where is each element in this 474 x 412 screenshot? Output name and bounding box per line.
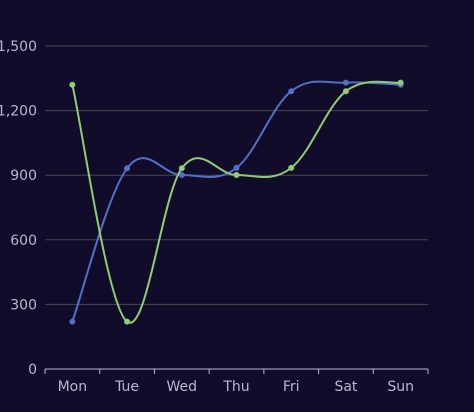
y-tick-label: 0 bbox=[28, 362, 37, 378]
x-tick-label: Sun bbox=[387, 379, 414, 395]
x-axis: Mon Tue Wed Thu Fri Sat Sun bbox=[44, 368, 429, 395]
y-tick-label: 1,500 bbox=[0, 39, 37, 55]
data-point[interactable] bbox=[124, 165, 131, 172]
x-tick-label: Thu bbox=[222, 379, 249, 395]
x-tick-label: Tue bbox=[114, 379, 139, 395]
series-lines bbox=[69, 79, 404, 325]
data-point[interactable] bbox=[342, 88, 349, 95]
y-tick-label: 1,200 bbox=[0, 104, 37, 120]
y-axis: 0 300 600 900 1,200 1,500 bbox=[0, 39, 37, 378]
data-point[interactable] bbox=[178, 165, 185, 172]
x-tick-label: Sat bbox=[334, 379, 357, 395]
data-point[interactable] bbox=[397, 79, 404, 86]
data-point[interactable] bbox=[124, 318, 131, 325]
data-point[interactable] bbox=[288, 164, 295, 171]
y-tick-label: 600 bbox=[10, 233, 37, 249]
x-tick-label: Mon bbox=[58, 379, 88, 395]
y-tick-label: 900 bbox=[10, 168, 37, 184]
x-tick-label: Fri bbox=[283, 379, 300, 395]
data-point[interactable] bbox=[69, 81, 76, 88]
y-tick-label: 300 bbox=[10, 297, 37, 313]
data-point[interactable] bbox=[288, 88, 295, 95]
data-point[interactable] bbox=[69, 318, 76, 325]
data-point[interactable] bbox=[342, 79, 349, 86]
data-point[interactable] bbox=[178, 171, 185, 178]
series-line-1 bbox=[71, 80, 401, 322]
x-tick-label: Wed bbox=[167, 379, 198, 395]
series-line-2 bbox=[71, 80, 401, 324]
data-point[interactable] bbox=[233, 164, 240, 171]
data-point[interactable] bbox=[233, 171, 240, 178]
